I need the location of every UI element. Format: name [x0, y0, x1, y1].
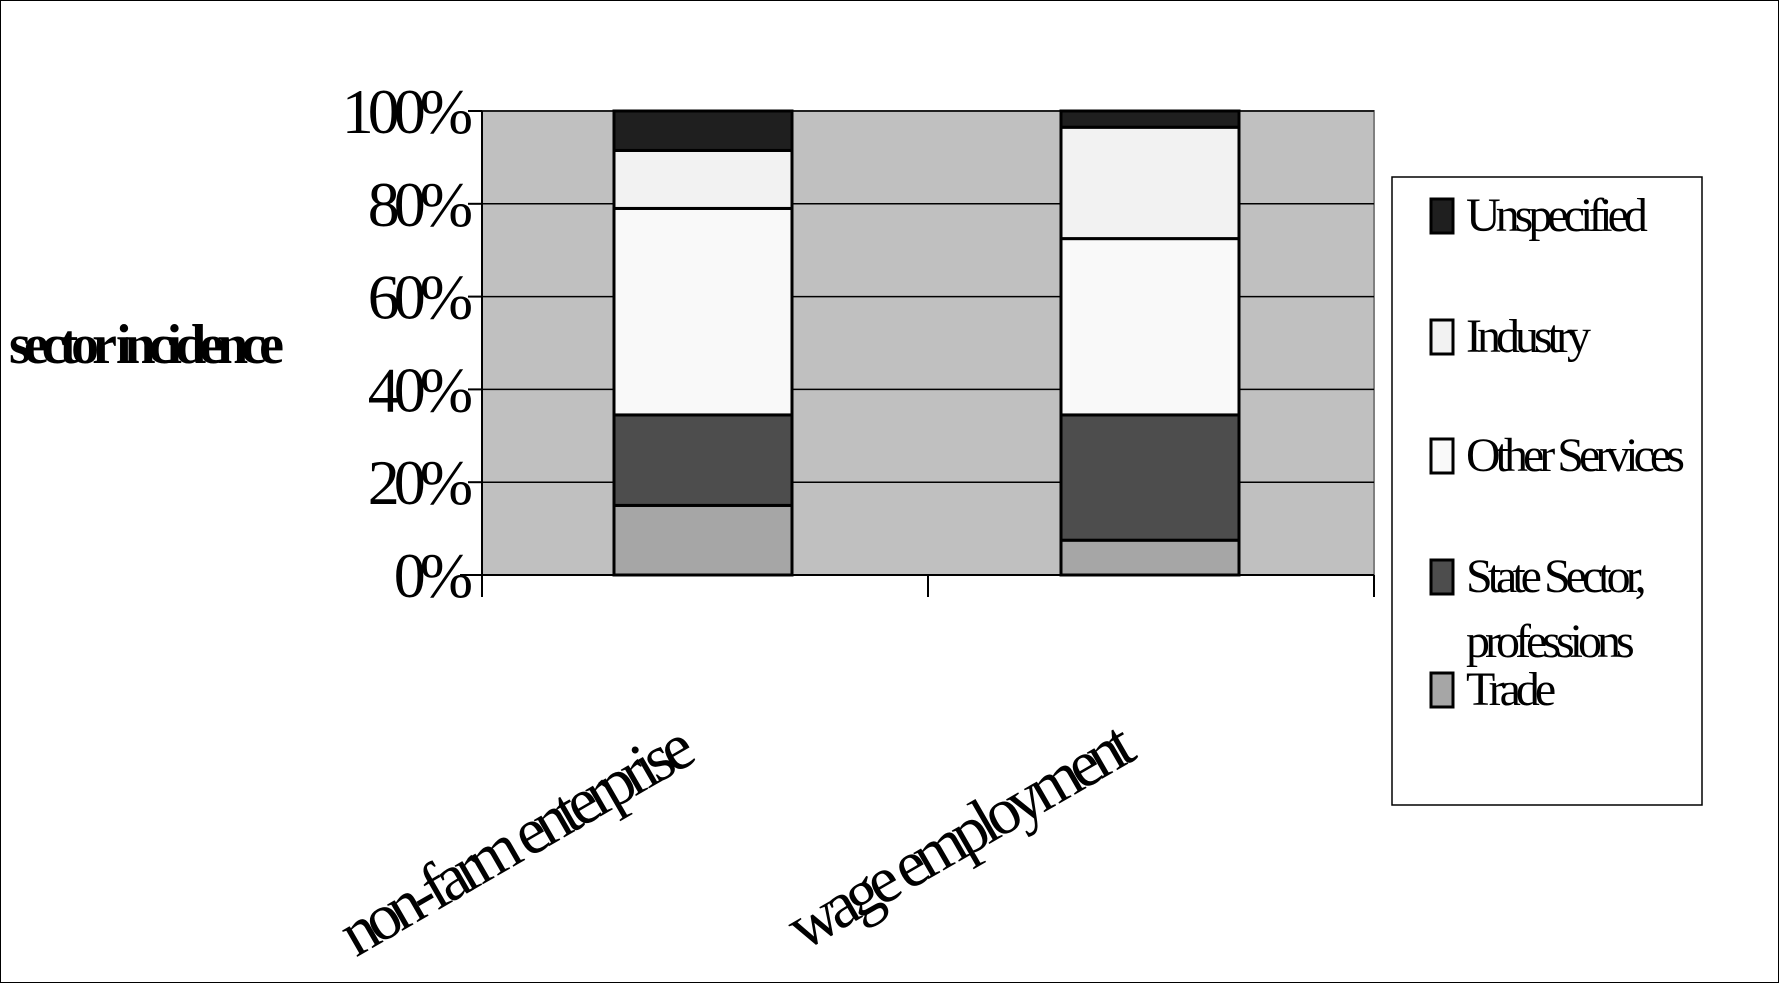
legend-label: State Sector, [1466, 550, 1644, 603]
y-tick-label: 60% [368, 262, 472, 333]
bar-segment [612, 206, 794, 417]
bar-segment [1059, 413, 1241, 542]
y-tick-label: 0% [394, 540, 472, 611]
x-category-label: wage employment [774, 707, 1146, 964]
bar-segment [1059, 538, 1241, 577]
y-tick-label: 40% [368, 354, 472, 425]
y-axis-label: sector incidence [9, 314, 283, 376]
legend-swatch [1429, 197, 1455, 235]
legend: Unspecified Industry Other Services State S… [1391, 176, 1703, 806]
legend-label: professions [1466, 615, 1633, 668]
bar-segment [612, 148, 794, 210]
y-tick-label: 20% [368, 447, 472, 518]
legend-label: Other Services [1466, 429, 1683, 482]
legend-label: Trade [1466, 663, 1555, 716]
bar-segment [612, 503, 794, 577]
x-category-label: non-farm enterprise [327, 710, 705, 970]
legend-swatch [1429, 671, 1455, 709]
bar-segment [1059, 237, 1241, 417]
legend-swatch [1429, 437, 1455, 475]
y-tick-label: 80% [368, 169, 472, 240]
bar-segment [1059, 109, 1241, 129]
bar-segment [612, 109, 794, 152]
bar-segment [1059, 125, 1241, 241]
legend-swatch [1429, 558, 1455, 596]
legend-label: Industry [1466, 310, 1591, 363]
y-tick-label: 100% [342, 76, 472, 147]
bar-segment [612, 413, 794, 507]
bars-group [612, 109, 1241, 577]
legend-label: Unspecified [1466, 189, 1648, 242]
legend-swatch [1429, 318, 1455, 356]
